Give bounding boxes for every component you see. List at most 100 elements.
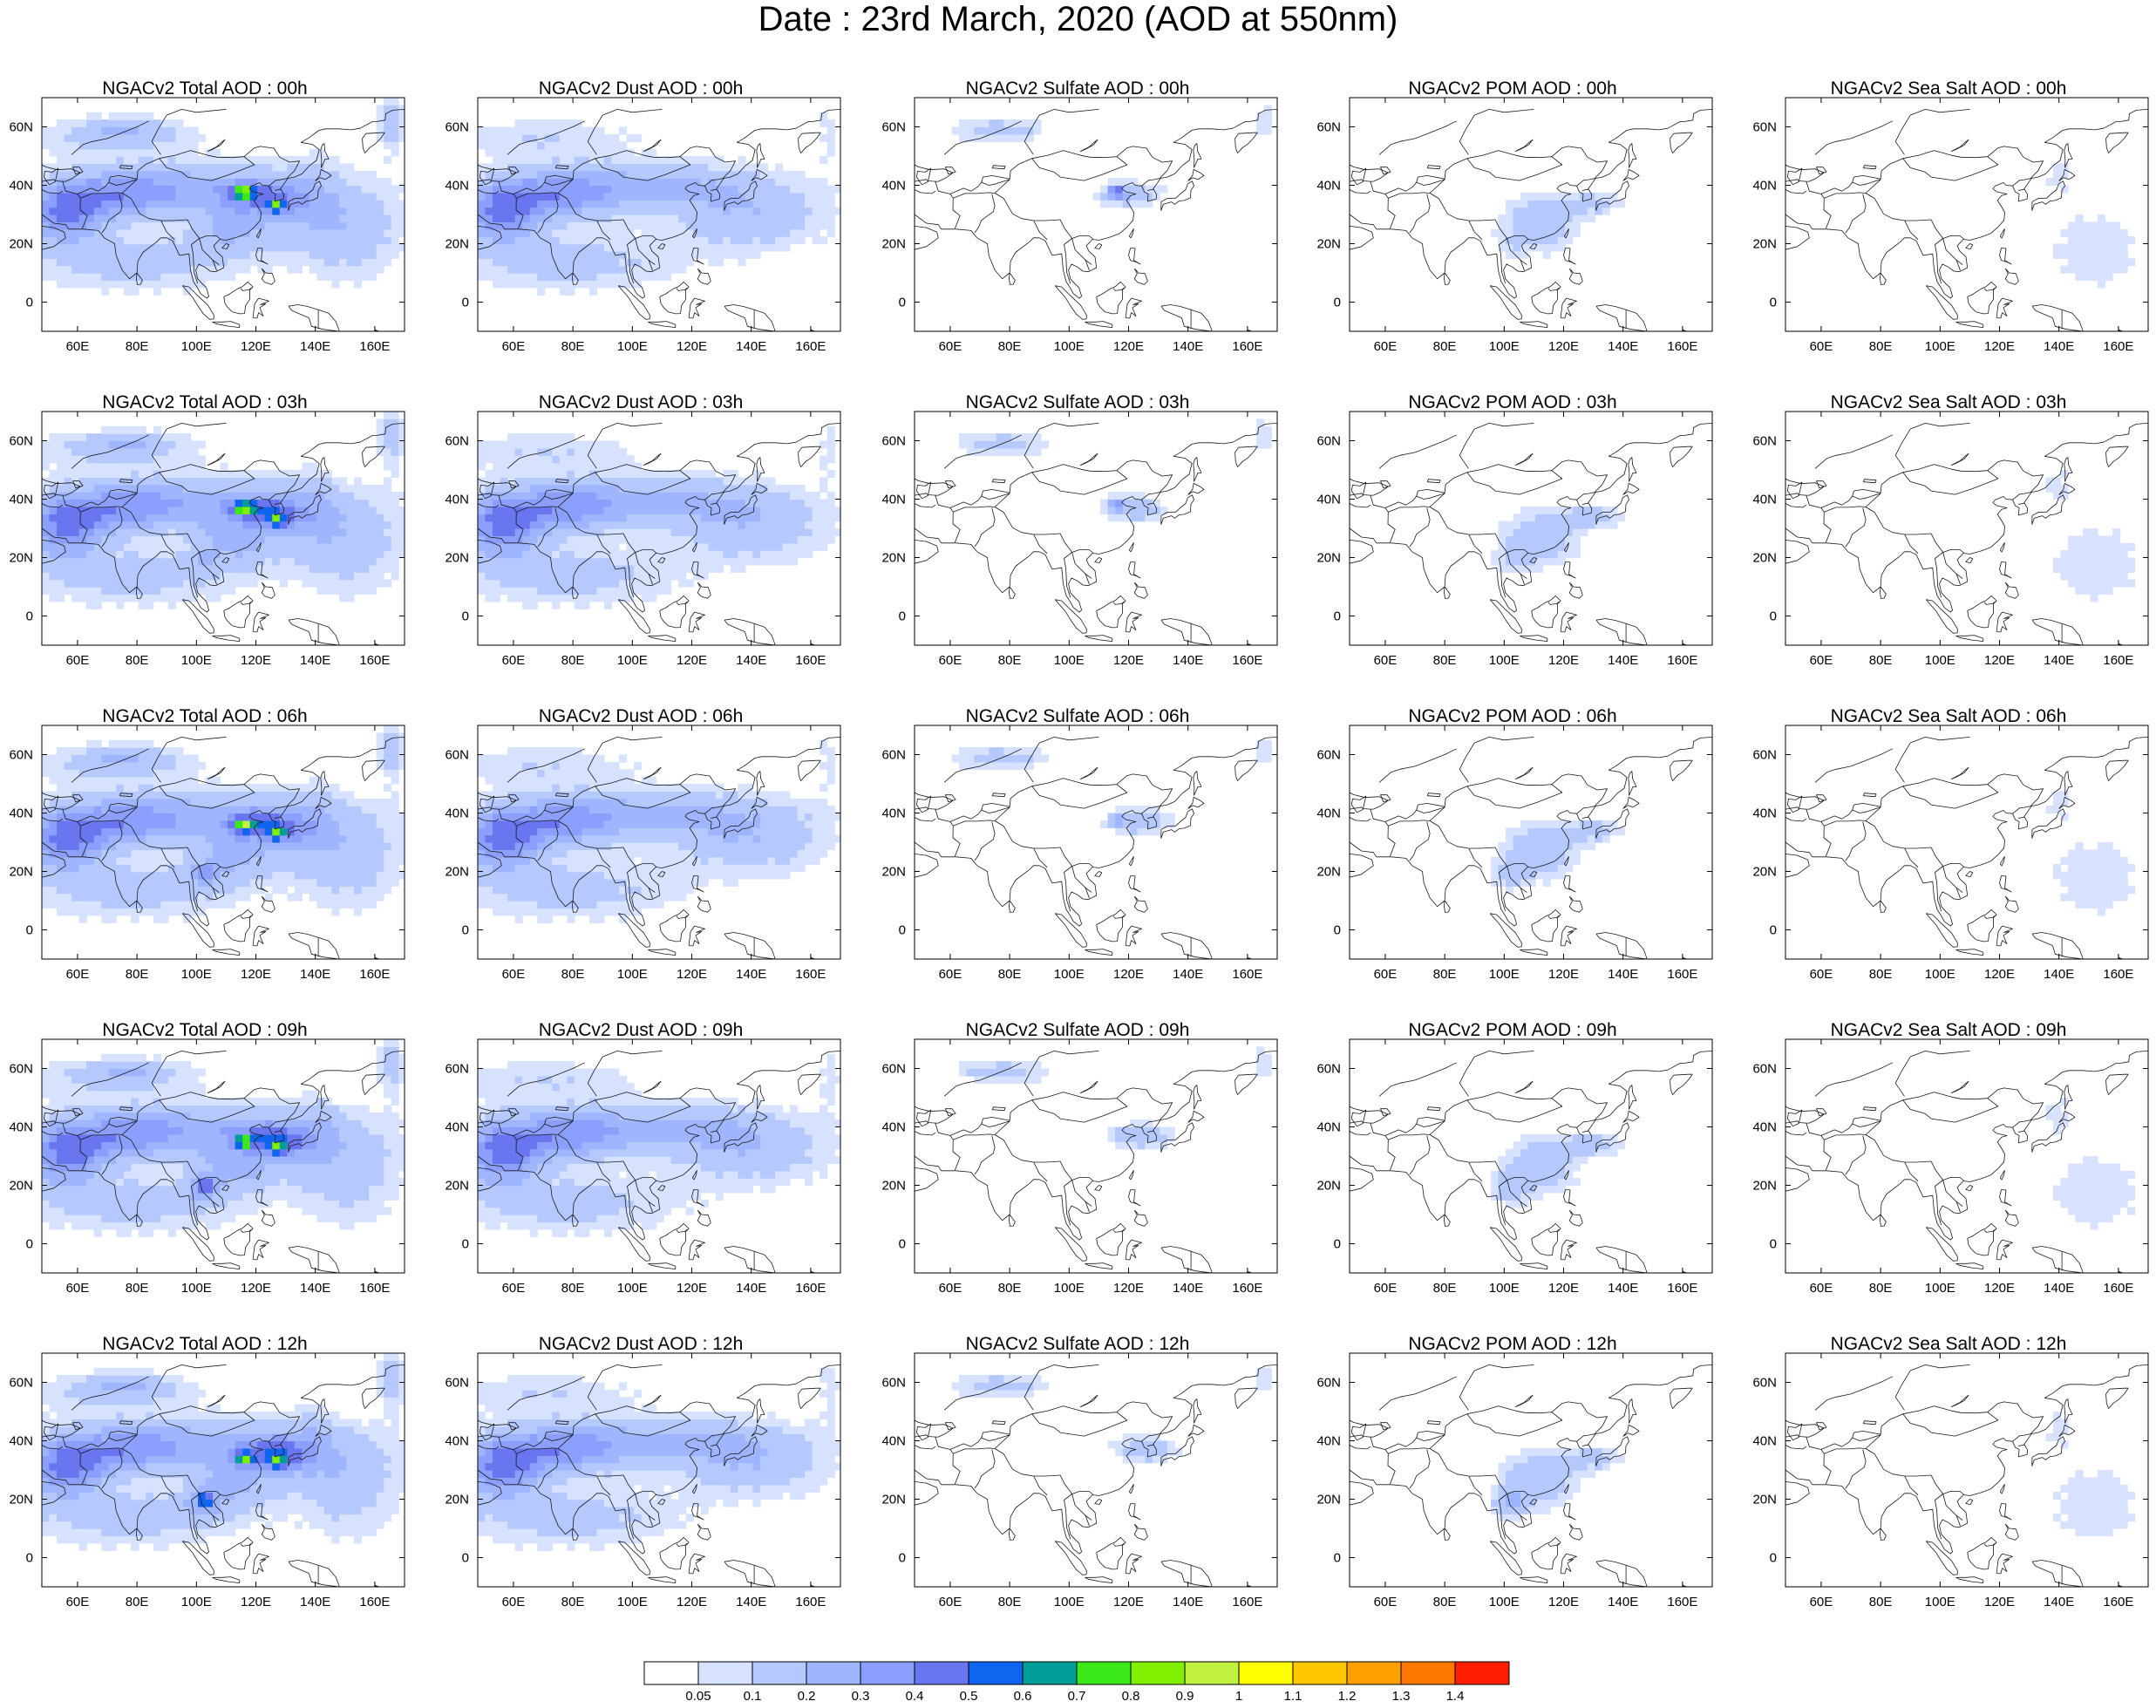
lat-tick-label: 0	[1334, 609, 1341, 624]
lon-tick-label: 140E	[2044, 339, 2074, 354]
lat-tick-label: 40N	[1752, 1120, 1777, 1135]
lon-tick-label: 120E	[677, 1595, 707, 1609]
lat-tick-label: 40N	[9, 1434, 33, 1449]
lon-tick-label: 160E	[795, 967, 826, 982]
panel-title: NGACv2 Sulfate AOD : 00h	[873, 78, 1282, 99]
lon-tick-label: 160E	[359, 1281, 390, 1296]
lon-tick-label: 160E	[1232, 653, 1262, 668]
lat-tick-label: 40N	[1752, 806, 1777, 821]
lon-tick-label: 80E	[998, 1281, 1022, 1296]
lat-tick-label: 40N	[1316, 1120, 1341, 1135]
lon-tick-label: 60E	[1374, 1595, 1398, 1609]
aod-field	[952, 105, 1272, 208]
lat-tick-label: 60N	[1752, 748, 1777, 763]
panel-title: NGACv2 Sulfate AOD : 09h	[873, 1020, 1282, 1041]
lat-tick-label: 0	[1770, 296, 1777, 310]
coastlines	[1785, 1364, 2148, 1587]
lat-tick-label: 20N	[445, 865, 469, 880]
lon-tick-label: 140E	[736, 1281, 766, 1296]
lon-tick-label: 140E	[1608, 967, 1638, 982]
colorbar-swatch	[915, 1662, 969, 1684]
aod-field	[2045, 163, 2135, 288]
lat-tick-label: 40N	[881, 493, 906, 507]
lat-tick-label: 0	[1334, 296, 1341, 310]
lon-tick-label: 100E	[1925, 339, 1955, 354]
lat-tick-label: 60N	[9, 1376, 33, 1391]
lon-tick-label: 140E	[1608, 1281, 1638, 1296]
lon-tick-label: 80E	[561, 1281, 585, 1296]
lon-tick-label: 120E	[1113, 967, 1144, 982]
colorbar-swatch	[1293, 1662, 1347, 1684]
lat-tick-label: 40N	[9, 179, 33, 194]
lat-tick-label: 20N	[1752, 237, 1777, 252]
lon-tick-label: 60E	[1810, 1595, 1833, 1609]
colorbar-swatch	[644, 1662, 698, 1684]
colorbar-label: 1.2	[1338, 1689, 1357, 1704]
lon-tick-label: 160E	[2103, 1281, 2133, 1296]
panel-title: NGACv2 Sulfate AOD : 03h	[873, 392, 1282, 413]
lon-tick-label: 140E	[2044, 653, 2074, 668]
lon-tick-label: 80E	[561, 339, 585, 354]
colorbar-label: 0.4	[906, 1689, 924, 1704]
lat-tick-label: 20N	[881, 237, 906, 252]
lon-tick-label: 60E	[502, 1281, 526, 1296]
aod-field	[959, 1046, 1272, 1149]
lat-tick-label: 0	[1770, 1551, 1777, 1566]
colorbar-label: 0.1	[744, 1689, 762, 1704]
lat-tick-label: 40N	[1316, 806, 1341, 821]
panel-title: NGACv2 Dust AOD : 00h	[436, 78, 846, 99]
lon-tick-label: 140E	[736, 653, 766, 668]
colorbar-swatch	[1347, 1662, 1401, 1684]
lat-tick-label: 60N	[1316, 434, 1341, 449]
map-frame	[1785, 725, 2148, 959]
aod-field	[959, 418, 1272, 521]
lat-tick-label: 20N	[881, 865, 906, 880]
lat-tick-label: 40N	[881, 806, 906, 821]
colorbar-swatch	[806, 1662, 860, 1684]
lon-tick-label: 80E	[1869, 653, 1893, 668]
colorbar-label: 1	[1235, 1689, 1242, 1704]
lat-tick-label: 0	[899, 1551, 906, 1566]
panel-title: NGACv2 Sea Salt AOD : 00h	[1744, 78, 2153, 99]
lon-tick-label: 120E	[677, 339, 707, 354]
lat-tick-label: 20N	[9, 1493, 33, 1507]
lon-tick-label: 80E	[1869, 1281, 1893, 1296]
colorbar-label: 0.7	[1068, 1689, 1086, 1704]
lon-tick-label: 160E	[359, 339, 390, 354]
lon-tick-label: 100E	[1925, 653, 1955, 668]
panel-title: NGACv2 POM AOD : 09h	[1308, 1020, 1717, 1041]
lon-tick-label: 60E	[1374, 653, 1398, 668]
lat-tick-label: 0	[899, 923, 906, 938]
colorbar-label: 0.05	[685, 1689, 711, 1704]
lat-tick-label: 20N	[881, 551, 906, 566]
lat-tick-label: 20N	[1752, 865, 1777, 880]
lon-tick-label: 120E	[1548, 967, 1579, 982]
lat-tick-label: 40N	[1752, 493, 1777, 507]
lon-tick-label: 100E	[617, 967, 648, 982]
lon-tick-label: 80E	[1433, 339, 1457, 354]
lat-tick-label: 60N	[1752, 120, 1777, 135]
lon-tick-label: 60E	[502, 1595, 526, 1609]
panel-title: NGACv2 Total AOD : 00h	[0, 78, 410, 99]
lon-tick-label: 140E	[1173, 653, 1203, 668]
lon-tick-label: 60E	[1810, 339, 1833, 354]
lat-tick-label: 0	[462, 923, 469, 938]
lon-tick-label: 100E	[1054, 1595, 1085, 1609]
lon-tick-label: 100E	[1489, 1281, 1520, 1296]
lon-tick-label: 120E	[241, 653, 271, 668]
lon-tick-label: 100E	[1925, 967, 1955, 982]
lon-tick-label: 80E	[1869, 1595, 1893, 1609]
lat-tick-label: 20N	[445, 1493, 469, 1507]
aod-field	[42, 412, 406, 609]
aod-field	[2045, 1412, 2135, 1536]
colorbar-swatch	[969, 1662, 1023, 1684]
